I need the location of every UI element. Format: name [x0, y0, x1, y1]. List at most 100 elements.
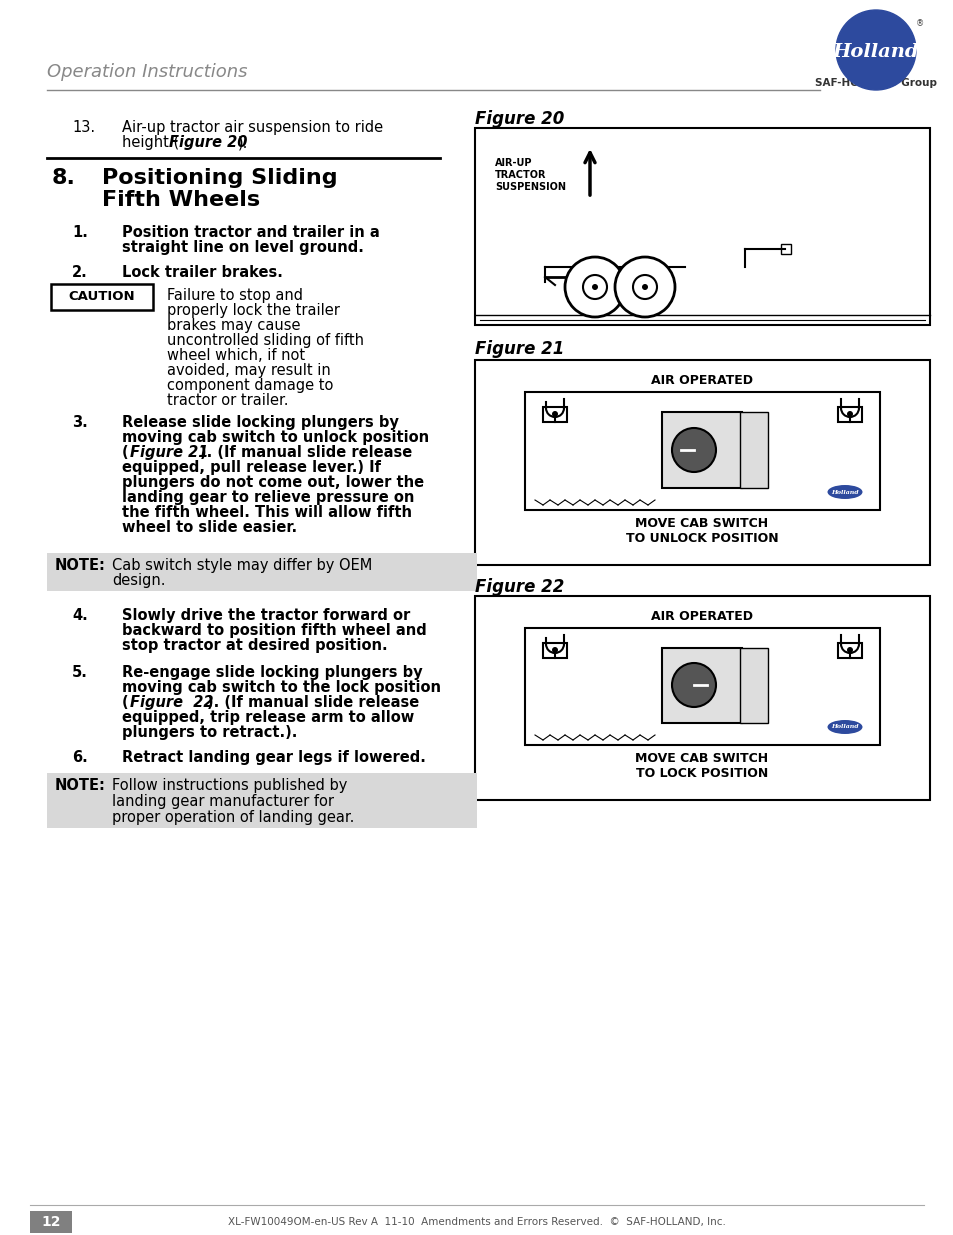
- Text: Figure 21: Figure 21: [475, 340, 564, 358]
- Text: the fifth wheel. This will allow fifth: the fifth wheel. This will allow fifth: [122, 505, 412, 520]
- Circle shape: [633, 275, 657, 299]
- Text: equipped, pull release lever.) If: equipped, pull release lever.) If: [122, 459, 380, 475]
- Text: Figure 22: Figure 22: [475, 578, 564, 597]
- Text: Release slide locking plungers by: Release slide locking plungers by: [122, 415, 398, 430]
- Text: moving cab switch to unlock position: moving cab switch to unlock position: [122, 430, 429, 445]
- Bar: [47, 773, 476, 827]
- Text: stop tractor at desired position.: stop tractor at desired position.: [122, 638, 387, 653]
- Text: backward to position fifth wheel and: backward to position fifth wheel and: [122, 622, 426, 638]
- Text: avoided, may result in: avoided, may result in: [167, 363, 331, 378]
- Text: 2.: 2.: [71, 266, 88, 280]
- Text: XL-FW10049OM-en-US Rev A  11-10  Amendments and Errors Reserved.  ©  SAF-HOLLAND: XL-FW10049OM-en-US Rev A 11-10 Amendment…: [228, 1216, 725, 1228]
- Bar: [740, 648, 767, 722]
- Text: Slowly drive the tractor forward or: Slowly drive the tractor forward or: [122, 608, 410, 622]
- Text: landing gear to relieve pressure on: landing gear to relieve pressure on: [122, 490, 414, 505]
- Text: Figure  22: Figure 22: [130, 695, 213, 710]
- Bar: [524, 629, 879, 745]
- Text: Retract landing gear legs if lowered.: Retract landing gear legs if lowered.: [122, 750, 425, 764]
- Bar: [661, 648, 741, 722]
- Text: ). (If manual slide release: ). (If manual slide release: [200, 445, 412, 459]
- Circle shape: [671, 663, 716, 706]
- Text: AIR-UP: AIR-UP: [495, 158, 532, 168]
- Ellipse shape: [826, 485, 862, 499]
- Text: Failure to stop and: Failure to stop and: [167, 288, 303, 303]
- Text: Figure 21: Figure 21: [130, 445, 208, 459]
- Text: 4.: 4.: [71, 608, 88, 622]
- Text: moving cab switch to the lock position: moving cab switch to the lock position: [122, 680, 440, 695]
- Text: wheel which, if not: wheel which, if not: [167, 348, 305, 363]
- Text: Cab switch style may differ by OEM: Cab switch style may differ by OEM: [112, 558, 372, 573]
- Text: 5.: 5.: [71, 664, 88, 680]
- Text: (: (: [122, 445, 129, 459]
- Text: design.: design.: [112, 573, 165, 588]
- Bar: [542, 643, 566, 658]
- Text: 8.: 8.: [52, 168, 76, 188]
- Circle shape: [552, 647, 558, 653]
- Text: Holland: Holland: [832, 43, 919, 61]
- Text: SAF-HOLLAND Group: SAF-HOLLAND Group: [814, 78, 936, 88]
- Bar: [542, 408, 566, 422]
- Text: AIR OPERATED: AIR OPERATED: [650, 610, 752, 622]
- Text: Positioning Sliding: Positioning Sliding: [102, 168, 337, 188]
- Bar: [837, 408, 862, 422]
- Text: straight line on level ground.: straight line on level ground.: [122, 240, 363, 254]
- Text: 3.: 3.: [71, 415, 88, 430]
- Text: equipped, trip release arm to allow: equipped, trip release arm to allow: [122, 710, 414, 725]
- Circle shape: [846, 411, 852, 417]
- Text: NOTE:: NOTE:: [55, 778, 106, 793]
- Bar: [475, 597, 929, 800]
- Text: NOTE:: NOTE:: [55, 558, 106, 573]
- Text: TO LOCK POSITION: TO LOCK POSITION: [636, 767, 767, 781]
- Text: 12: 12: [41, 1215, 61, 1229]
- Circle shape: [846, 647, 852, 653]
- Bar: [837, 643, 862, 658]
- Text: MOVE CAB SWITCH: MOVE CAB SWITCH: [635, 517, 768, 530]
- Bar: [740, 412, 767, 488]
- Circle shape: [592, 284, 598, 290]
- Circle shape: [671, 429, 716, 472]
- Text: 13.: 13.: [71, 120, 95, 135]
- Text: tractor or trailer.: tractor or trailer.: [167, 393, 288, 408]
- Circle shape: [552, 411, 558, 417]
- Text: Holland: Holland: [830, 489, 858, 494]
- Circle shape: [835, 10, 915, 90]
- Bar: [475, 128, 929, 325]
- Text: wheel to slide easier.: wheel to slide easier.: [122, 520, 296, 535]
- Text: (: (: [122, 695, 129, 710]
- Text: properly lock the trailer: properly lock the trailer: [167, 303, 339, 317]
- Text: Lock trailer brakes.: Lock trailer brakes.: [122, 266, 283, 280]
- Text: CAUTION: CAUTION: [69, 290, 135, 304]
- Circle shape: [641, 284, 647, 290]
- Bar: [475, 359, 929, 564]
- Circle shape: [582, 275, 606, 299]
- Text: ). (If manual slide release: ). (If manual slide release: [207, 695, 418, 710]
- Text: landing gear manufacturer for: landing gear manufacturer for: [112, 794, 334, 809]
- Text: 1.: 1.: [71, 225, 88, 240]
- Bar: [661, 412, 741, 488]
- Text: ®: ®: [915, 20, 923, 28]
- Text: Air-up tractor air suspension to ride: Air-up tractor air suspension to ride: [122, 120, 383, 135]
- Text: Operation Instructions: Operation Instructions: [47, 63, 247, 82]
- Text: plungers do not come out, lower the: plungers do not come out, lower the: [122, 475, 424, 490]
- Bar: [524, 391, 879, 510]
- Text: Holland: Holland: [830, 725, 858, 730]
- Bar: [30, 1212, 71, 1233]
- FancyBboxPatch shape: [51, 284, 152, 310]
- Text: height (: height (: [122, 135, 179, 149]
- Text: plungers to retract.).: plungers to retract.).: [122, 725, 297, 740]
- Text: ).: ).: [237, 135, 248, 149]
- Text: Follow instructions published by: Follow instructions published by: [112, 778, 347, 793]
- Text: component damage to: component damage to: [167, 378, 333, 393]
- Circle shape: [615, 257, 675, 317]
- Text: TRACTOR: TRACTOR: [495, 170, 546, 180]
- Circle shape: [564, 257, 624, 317]
- Text: SUSPENSION: SUSPENSION: [495, 182, 565, 191]
- Text: MOVE CAB SWITCH: MOVE CAB SWITCH: [635, 752, 768, 764]
- Bar: [47, 553, 476, 592]
- Ellipse shape: [826, 720, 862, 734]
- Text: brakes may cause: brakes may cause: [167, 317, 300, 333]
- Text: Re-engage slide locking plungers by: Re-engage slide locking plungers by: [122, 664, 422, 680]
- Text: Figure 20: Figure 20: [475, 110, 564, 128]
- Bar: [781, 245, 790, 254]
- Text: Figure 20: Figure 20: [169, 135, 247, 149]
